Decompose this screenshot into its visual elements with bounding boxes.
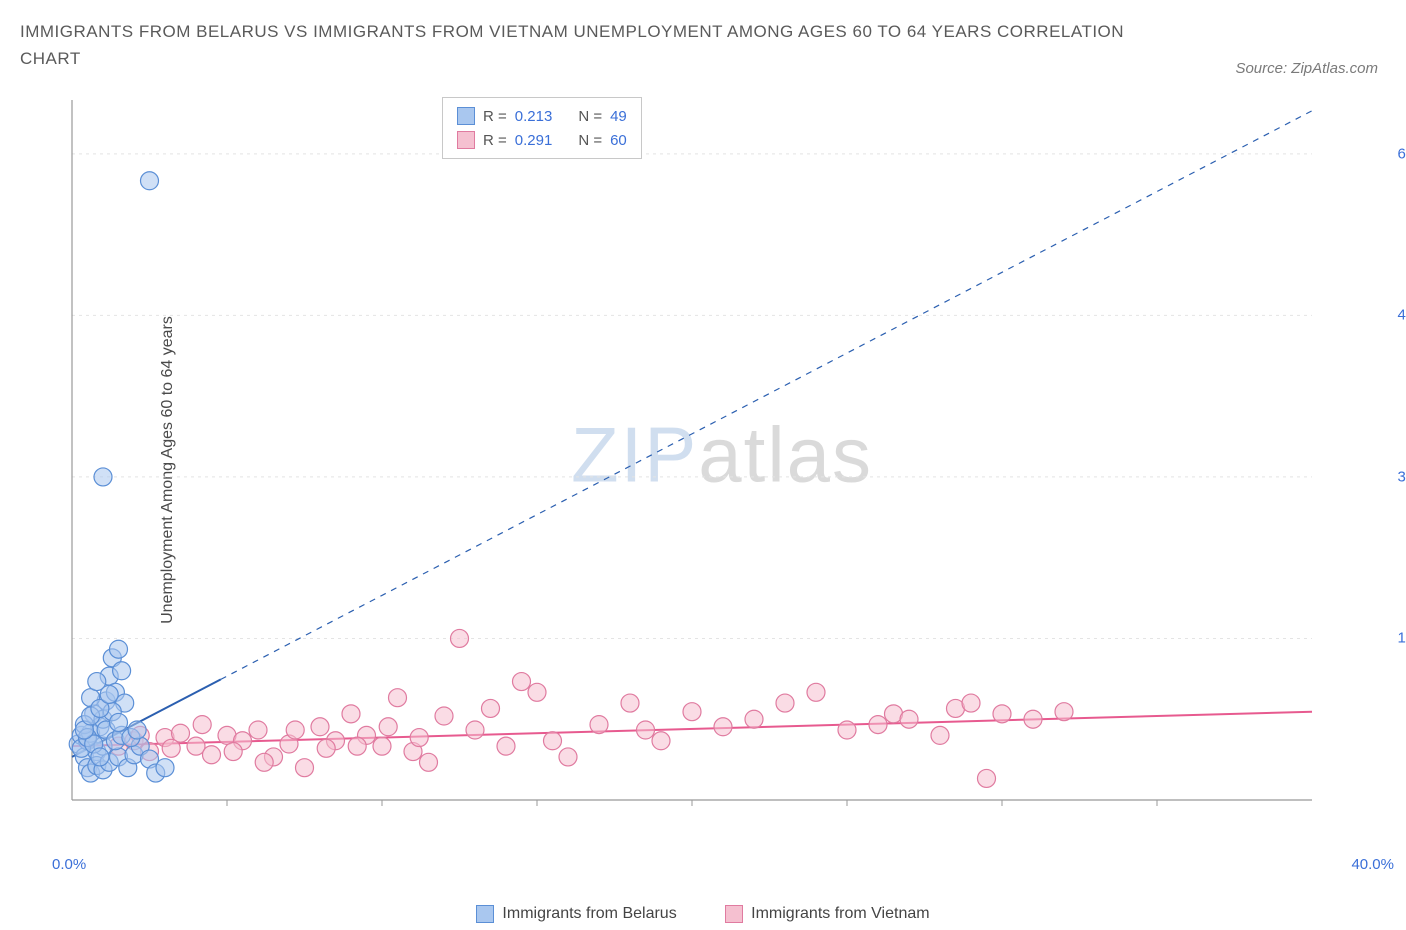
chart-area: Unemployment Among Ages 60 to 64 years Z… xyxy=(62,95,1382,845)
swatch-vietnam xyxy=(457,131,475,149)
swatch-belarus xyxy=(476,905,494,923)
stats-row-belarus: R = 0.213 N = 49 xyxy=(457,104,627,128)
swatch-vietnam xyxy=(725,905,743,923)
r-label: R = xyxy=(483,132,507,149)
x-tick-min: 0.0% xyxy=(52,856,86,873)
r-value-belarus: 0.213 xyxy=(515,108,553,125)
stats-legend: R = 0.213 N = 49 R = 0.291 N = 60 xyxy=(442,97,642,159)
x-tick-max: 40.0% xyxy=(1351,856,1394,873)
n-value-vietnam: 60 xyxy=(610,132,627,149)
legend-item-vietnam: Immigrants from Vietnam xyxy=(725,905,929,923)
r-value-vietnam: 0.291 xyxy=(515,132,553,149)
n-label: N = xyxy=(578,132,602,149)
y-tick-label: 15.0% xyxy=(1397,630,1406,647)
bottom-legend: Immigrants from Belarus Immigrants from … xyxy=(0,905,1406,928)
y-tick-label: 30.0% xyxy=(1397,468,1406,485)
y-tick-label: 45.0% xyxy=(1397,307,1406,324)
n-value-belarus: 49 xyxy=(610,108,627,125)
y-tick-label: 60.0% xyxy=(1397,145,1406,162)
legend-label-belarus: Immigrants from Belarus xyxy=(502,905,676,923)
swatch-belarus xyxy=(457,107,475,125)
stats-row-vietnam: R = 0.291 N = 60 xyxy=(457,128,627,152)
r-label: R = xyxy=(483,108,507,125)
chart-title: IMMIGRANTS FROM BELARUS VS IMMIGRANTS FR… xyxy=(20,18,1140,72)
legend-label-vietnam: Immigrants from Vietnam xyxy=(751,905,929,923)
n-label: N = xyxy=(578,108,602,125)
source-attribution: Source: ZipAtlas.com xyxy=(1235,60,1378,77)
scatter-chart xyxy=(62,95,1382,845)
legend-item-belarus: Immigrants from Belarus xyxy=(476,905,676,923)
